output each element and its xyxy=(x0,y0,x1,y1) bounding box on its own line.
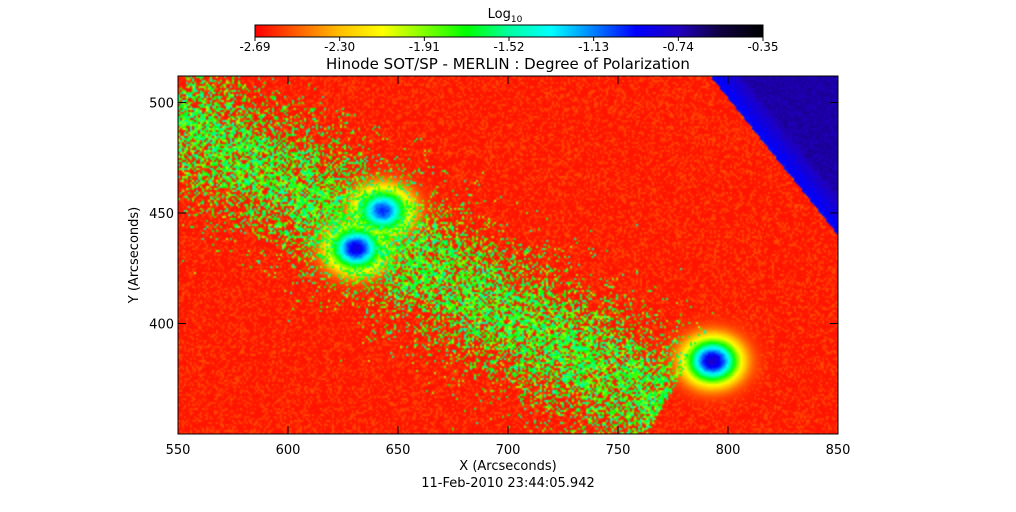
x-axis-label: X (Arcseconds) xyxy=(459,459,556,474)
colorbar-tick-label: -1.91 xyxy=(409,40,440,54)
colorbar-ticks: -2.69 -2.30 -1.91 -1.52 -1.13 -0.74 -0.35 xyxy=(239,37,779,54)
y-tick-label: 500 xyxy=(149,97,174,112)
polarization-map xyxy=(178,76,838,434)
colorbar-tick-label: -2.30 xyxy=(324,40,355,54)
timestamp-label: 11-Feb-2010 23:44:05.942 xyxy=(421,476,595,491)
x-tick-label: 550 xyxy=(166,443,191,458)
x-tick-label: 600 xyxy=(276,443,301,458)
x-tick-label: 800 xyxy=(716,443,741,458)
x-tick-label: 750 xyxy=(606,443,631,458)
colorbar-gradient xyxy=(255,25,764,37)
colorbar-tick-label: -0.35 xyxy=(747,40,778,54)
heatmap-plot xyxy=(177,75,839,435)
colorbar-tick-label: -0.74 xyxy=(663,40,694,54)
y-tick-label: 450 xyxy=(149,207,174,222)
x-tick-label: 650 xyxy=(386,443,411,458)
y-tick-label: 400 xyxy=(149,318,174,333)
colorbar-tick-label: -2.69 xyxy=(239,40,270,54)
chart-title: Hinode SOT/SP - MERLIN : Degree of Polar… xyxy=(326,55,690,73)
y-axis: 400 450 500 xyxy=(149,97,838,333)
y-axis-label: Y (Arcseconds) xyxy=(127,207,142,304)
colorbar-label: Log10 xyxy=(488,7,523,25)
colorbar-tick-label: -1.13 xyxy=(578,40,609,54)
x-axis: 550 600 650 700 750 800 850 xyxy=(166,76,851,458)
x-tick-label: 700 xyxy=(496,443,521,458)
colorbar: Log10 -2.69 -2.30 -1.91 -1.52 -1.13 -0.74 -0.3… xyxy=(239,7,778,54)
x-tick-label: 850 xyxy=(826,443,851,458)
colorbar-tick-label: -1.52 xyxy=(493,40,524,54)
